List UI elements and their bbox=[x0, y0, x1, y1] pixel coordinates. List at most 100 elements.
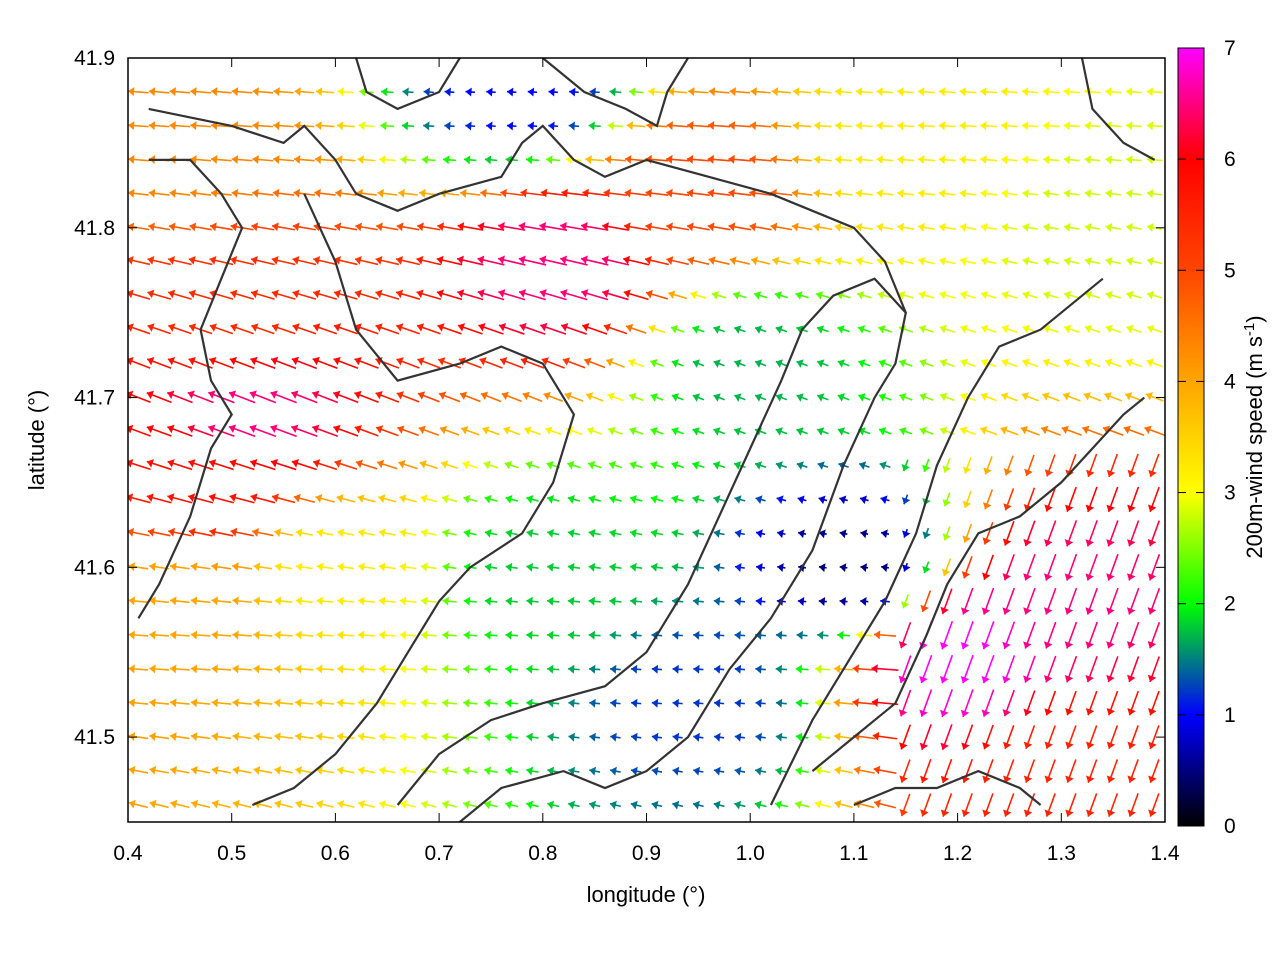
colorbar-tick-label: 4 bbox=[1224, 370, 1236, 393]
wind-arrow bbox=[147, 323, 171, 335]
wind-arrow bbox=[693, 664, 704, 674]
wind-arrow bbox=[713, 630, 725, 640]
wind-arrow bbox=[1105, 324, 1121, 334]
wind-arrow bbox=[942, 526, 951, 541]
wind-arrow bbox=[274, 766, 293, 775]
wind-arrow bbox=[873, 765, 897, 775]
wind-arrow bbox=[603, 323, 628, 335]
wind-arrow bbox=[899, 724, 912, 750]
wind-arrow bbox=[484, 562, 498, 572]
colorbar-tick-label: 1 bbox=[1224, 704, 1236, 727]
wind-arrow bbox=[856, 290, 872, 300]
wind-arrow bbox=[1085, 621, 1098, 649]
wind-arrow bbox=[920, 590, 932, 613]
wind-arrow bbox=[478, 323, 504, 335]
wind-arrow bbox=[548, 87, 558, 97]
wind-arrow bbox=[399, 664, 417, 674]
wind-arrow bbox=[211, 562, 232, 572]
wind-arrow bbox=[483, 460, 499, 470]
colorbar-tick-label: 7 bbox=[1224, 37, 1236, 60]
wind-arrow bbox=[442, 664, 457, 674]
wind-arrow bbox=[1086, 793, 1098, 817]
wind-arrow bbox=[506, 87, 517, 97]
wind-arrow bbox=[399, 630, 417, 640]
wind-arrow bbox=[505, 596, 518, 606]
wind-arrow bbox=[249, 424, 277, 438]
wind-arrow bbox=[857, 325, 871, 334]
wind-arrow bbox=[941, 558, 952, 577]
wind-arrow bbox=[170, 765, 190, 775]
wind-arrow bbox=[792, 155, 812, 165]
wind-arrow bbox=[486, 87, 496, 97]
wind-arrow bbox=[1105, 358, 1122, 368]
wind-arrow bbox=[961, 556, 973, 579]
wind-arrow bbox=[378, 698, 396, 708]
wind-arrow bbox=[484, 800, 498, 810]
wind-arrow bbox=[918, 290, 935, 300]
wind-arrow bbox=[378, 630, 396, 640]
wind-arrow bbox=[795, 766, 809, 776]
wind-arrow bbox=[292, 323, 317, 335]
wind-arrow bbox=[588, 630, 601, 640]
wind-arrow bbox=[1063, 256, 1080, 266]
wind-arrow bbox=[567, 630, 581, 640]
wind-arrow bbox=[1126, 587, 1140, 615]
wind-arrow bbox=[567, 528, 581, 538]
wind-arrow bbox=[312, 356, 338, 370]
wind-arrow bbox=[750, 256, 771, 266]
wind-arrow bbox=[776, 529, 786, 539]
wind-arrow bbox=[960, 324, 976, 334]
wind-arrow bbox=[728, 188, 752, 198]
wind-arrow bbox=[1085, 725, 1098, 750]
wind-arrow bbox=[334, 222, 358, 232]
wind-arrow bbox=[505, 800, 519, 810]
wind-arrow bbox=[519, 322, 546, 335]
wind-arrow bbox=[609, 528, 622, 538]
wind-arrow bbox=[336, 766, 355, 775]
wind-arrow bbox=[274, 528, 293, 538]
wind-arrow bbox=[734, 359, 746, 368]
wind-arrow bbox=[732, 291, 747, 300]
wind-arrow bbox=[959, 121, 977, 131]
wind-arrow bbox=[734, 393, 746, 402]
wind-arrow bbox=[713, 495, 725, 504]
wind-arrow bbox=[209, 222, 233, 232]
wind-arrow bbox=[232, 596, 252, 606]
wind-arrow bbox=[417, 391, 440, 403]
wind-arrow bbox=[210, 87, 232, 97]
wind-arrow bbox=[960, 689, 974, 718]
wind-arrow bbox=[482, 426, 500, 436]
wind-arrow bbox=[232, 799, 252, 809]
wind-arrow bbox=[147, 255, 171, 266]
wind-arrow bbox=[1002, 587, 1016, 615]
x-axis-title: longitude (°) bbox=[587, 882, 706, 907]
wind-arrow bbox=[671, 461, 685, 470]
wind-arrow bbox=[750, 87, 771, 97]
wind-arrow bbox=[1106, 520, 1119, 547]
wind-arrow bbox=[337, 630, 355, 640]
wind-arrow bbox=[270, 356, 297, 370]
wind-arrow bbox=[855, 222, 873, 232]
wind-arrow bbox=[378, 494, 397, 503]
wind-arrow bbox=[897, 256, 915, 266]
wind-arrow bbox=[1147, 621, 1161, 649]
wind-arrow bbox=[520, 357, 545, 369]
wind-arrow bbox=[1064, 553, 1078, 581]
wind-arrow bbox=[1001, 87, 1018, 97]
wind-arrow bbox=[190, 664, 211, 674]
wind-arrow bbox=[270, 424, 297, 438]
wind-arrow bbox=[1020, 425, 1040, 436]
wind-arrow bbox=[526, 732, 539, 742]
wind-arrow bbox=[692, 461, 705, 470]
wind-arrow bbox=[169, 188, 191, 198]
wind-arrow bbox=[484, 630, 498, 640]
wind-arrow bbox=[919, 689, 933, 718]
wind-arrow bbox=[939, 654, 954, 684]
wind-arrow bbox=[692, 325, 705, 334]
wind-arrow bbox=[190, 121, 211, 131]
wind-arrow bbox=[1064, 587, 1078, 615]
wind-arrow bbox=[505, 494, 519, 504]
wind-arrow bbox=[315, 87, 335, 97]
wind-arrow bbox=[899, 793, 911, 817]
